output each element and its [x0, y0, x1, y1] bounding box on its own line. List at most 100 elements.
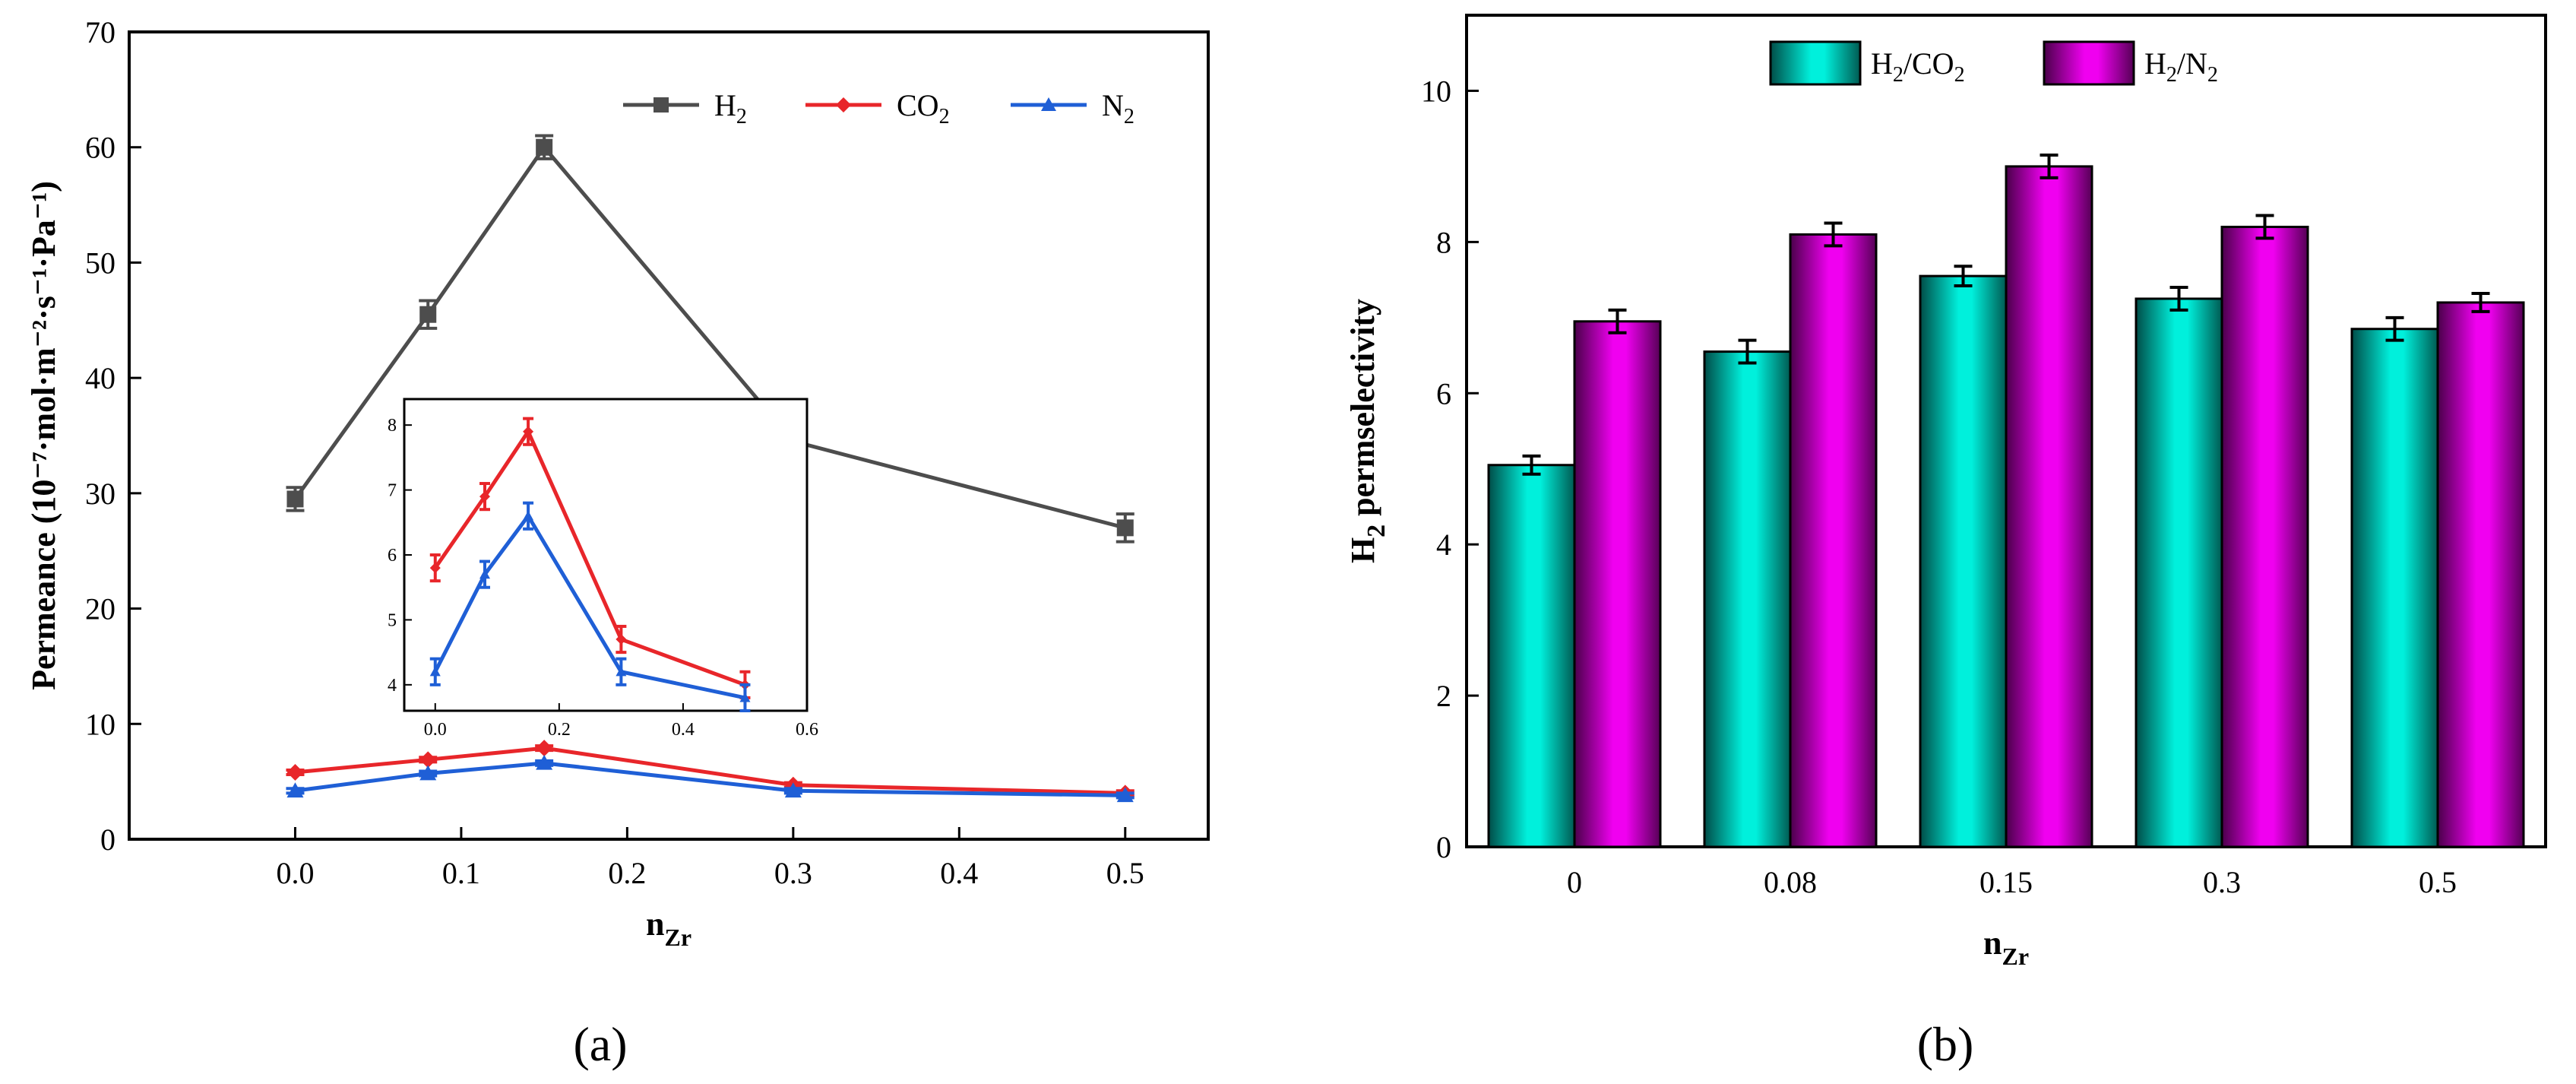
y-tick-label: 10 — [85, 707, 116, 741]
y-tick-label: 8 — [1436, 225, 1451, 259]
data-point-N2 — [616, 666, 627, 677]
legend-item-H2/CO2: H2/CO2 — [1769, 40, 1965, 87]
inset-x-tick-label: 0.0 — [424, 720, 447, 740]
data-point-N2 — [536, 754, 553, 770]
legend-marker — [836, 97, 851, 113]
plot-b-x-axis: 0 0.08 0.15 0.3 0.5 — [1567, 835, 2457, 899]
data-point-N2 — [1116, 787, 1134, 803]
x-tick-label: 0 — [1567, 865, 1582, 899]
inset-series — [429, 417, 751, 712]
bar-H2/CO2 — [1919, 274, 2008, 848]
legend-label: N2 — [1102, 88, 1135, 128]
legend-marker — [1041, 97, 1056, 111]
data-point-N2 — [419, 765, 437, 781]
data-point-N2 — [523, 510, 534, 521]
x-tick-label: 0.3 — [2203, 865, 2241, 899]
inset-y-tick-label: 8 — [388, 416, 397, 436]
bar-H2/N2 — [2436, 301, 2525, 848]
data-point-CO2 — [419, 751, 437, 769]
plot-a-y-title: Permeance (10⁻⁷·mol·m⁻²·s⁻¹·Pa⁻¹) — [25, 181, 62, 690]
data-point-N2 — [479, 569, 490, 579]
y-tick-label: 0 — [100, 823, 116, 857]
legend-marker — [653, 97, 669, 113]
bar-H2/CO2 — [1703, 350, 1792, 848]
y-tick-label: 4 — [1436, 528, 1451, 562]
data-point-N2 — [784, 782, 802, 798]
y-tick-label: 40 — [85, 361, 116, 395]
inset-y-tick-label: 4 — [388, 676, 397, 696]
bar-H2/CO2 — [2135, 297, 2223, 848]
y-tick-label: 2 — [1436, 679, 1451, 713]
y-tick-label: 50 — [85, 246, 116, 280]
bar-H2/CO2 — [2350, 328, 2439, 848]
inset-y-tick-label: 5 — [388, 610, 397, 630]
y-tick-label: 0 — [1436, 830, 1451, 864]
legend-item-H2: H2 — [623, 88, 747, 128]
plot-b-legend: H2/CO2 H2/N2 — [1769, 40, 2218, 87]
x-tick-label: 0.3 — [774, 856, 812, 890]
plot-b-y-title: H2 permselectivity — [1344, 299, 1391, 563]
inset-y-tick-label: 6 — [388, 546, 397, 566]
legend-item-CO2: CO2 — [805, 88, 950, 128]
plot-a-y-axis: 0 10 20 30 40 50 60 70 — [85, 15, 141, 857]
inset-y-axis: 4 5 6 7 8 — [388, 416, 412, 696]
x-tick-label: 0.0 — [276, 856, 314, 890]
x-tick-label: 0.5 — [1106, 856, 1144, 890]
inset-x-tick-label: 0.2 — [548, 720, 571, 740]
legend-item-N2: N2 — [1011, 88, 1135, 128]
y-tick-label: 6 — [1436, 376, 1451, 410]
data-point-CO2 — [523, 426, 534, 437]
y-tick-label: 20 — [85, 592, 116, 626]
data-point-H2 — [536, 138, 553, 156]
bar-H2/N2 — [1573, 320, 1662, 848]
inset-x-tick-label: 0.6 — [796, 720, 818, 740]
data-point-CO2 — [616, 634, 627, 645]
legend-label: CO2 — [897, 88, 950, 128]
data-point-CO2 — [429, 563, 441, 574]
bar-H2/CO2 — [1487, 464, 1576, 848]
legend-item-H2/N2: H2/N2 — [2043, 40, 2218, 87]
y-tick-label: 60 — [85, 131, 116, 165]
x-tick-label: 0.4 — [940, 856, 978, 890]
data-point-N2 — [286, 782, 304, 798]
x-tick-label: 0.1 — [442, 856, 480, 890]
x-tick-label: 0.2 — [608, 856, 646, 890]
panel-a-label: (a) — [573, 1017, 627, 1071]
data-point-N2 — [429, 666, 441, 677]
data-point-H2 — [1116, 519, 1134, 537]
inset-frame — [403, 398, 809, 712]
x-tick-label: 0.5 — [2419, 865, 2457, 899]
y-tick-label: 10 — [1421, 74, 1451, 108]
legend-label: H2/N2 — [2144, 46, 2218, 87]
legend-label: H2 — [714, 88, 747, 128]
legend-label: H2/CO2 — [1871, 46, 1965, 87]
inset-x-tick-label: 0.4 — [672, 720, 695, 740]
legend-swatch — [2043, 40, 2135, 86]
y-tick-label: 30 — [85, 477, 116, 511]
data-point-CO2 — [479, 491, 490, 502]
data-point-H2 — [286, 490, 304, 508]
legend-swatch — [1769, 40, 1862, 86]
plot-a-x-title: nZr — [646, 905, 691, 951]
plot-a-legend: H2 CO2 N2 — [623, 88, 1135, 128]
data-point-H2 — [419, 306, 437, 323]
bar-H2/N2 — [2005, 165, 2093, 848]
plot-b-y-axis: 0 2 4 6 8 10 — [1421, 74, 1479, 864]
x-tick-label: 0.08 — [1764, 865, 1817, 899]
plot-a-frame — [128, 30, 1210, 841]
data-point-N2 — [739, 692, 751, 702]
data-point-CO2 — [286, 764, 304, 781]
y-tick-label: 70 — [85, 15, 116, 49]
inset-plot: 0.0 0.2 0.4 0.6 4 5 6 7 8 — [388, 398, 818, 740]
bar-H2/N2 — [2220, 225, 2309, 848]
plot-a-x-axis: 0.0 0.1 0.2 0.3 0.4 0.5 — [276, 827, 1144, 890]
plot-b-x-title: nZr — [1983, 924, 2029, 970]
inset-y-tick-label: 7 — [388, 481, 397, 501]
plot-a-series — [286, 134, 1135, 803]
inset-x-axis: 0.0 0.2 0.4 0.6 — [424, 703, 818, 740]
x-tick-label: 0.15 — [1979, 865, 2033, 899]
bar-H2/N2 — [1789, 233, 1878, 848]
